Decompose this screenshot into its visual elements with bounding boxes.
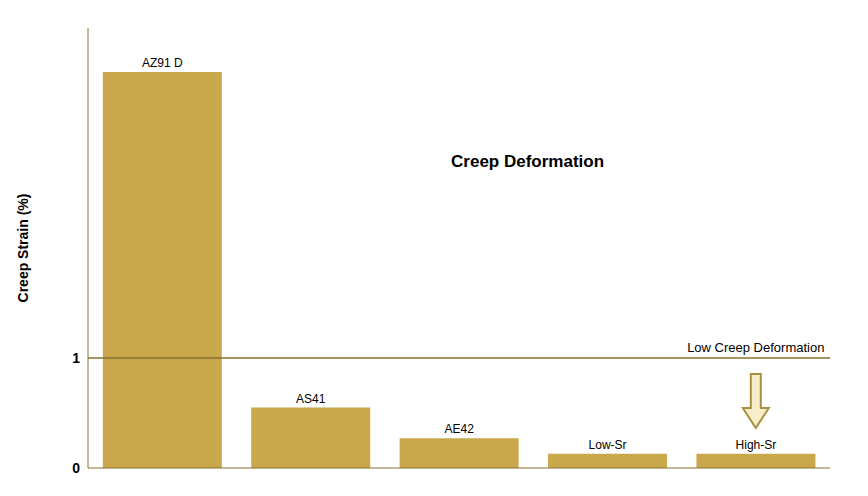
svg-text:Creep Strain (%): Creep Strain (%) xyxy=(15,194,31,303)
html-text:Creep Deformation: Creep Deformation xyxy=(451,152,605,171)
svg-text:High-Sr: High-Sr xyxy=(736,438,777,452)
svg-text:1: 1 xyxy=(72,350,80,366)
svg-text:AE42: AE42 xyxy=(444,422,474,436)
svg-text:Low-Sr: Low-Sr xyxy=(589,438,627,452)
svg-text:0: 0 xyxy=(72,460,80,476)
svg-text:AZ91 D: AZ91 D xyxy=(142,56,183,70)
svg-text:AS41: AS41 xyxy=(296,392,326,406)
svg-text:Low Creep Deformation: Low Creep Deformation xyxy=(687,340,824,355)
